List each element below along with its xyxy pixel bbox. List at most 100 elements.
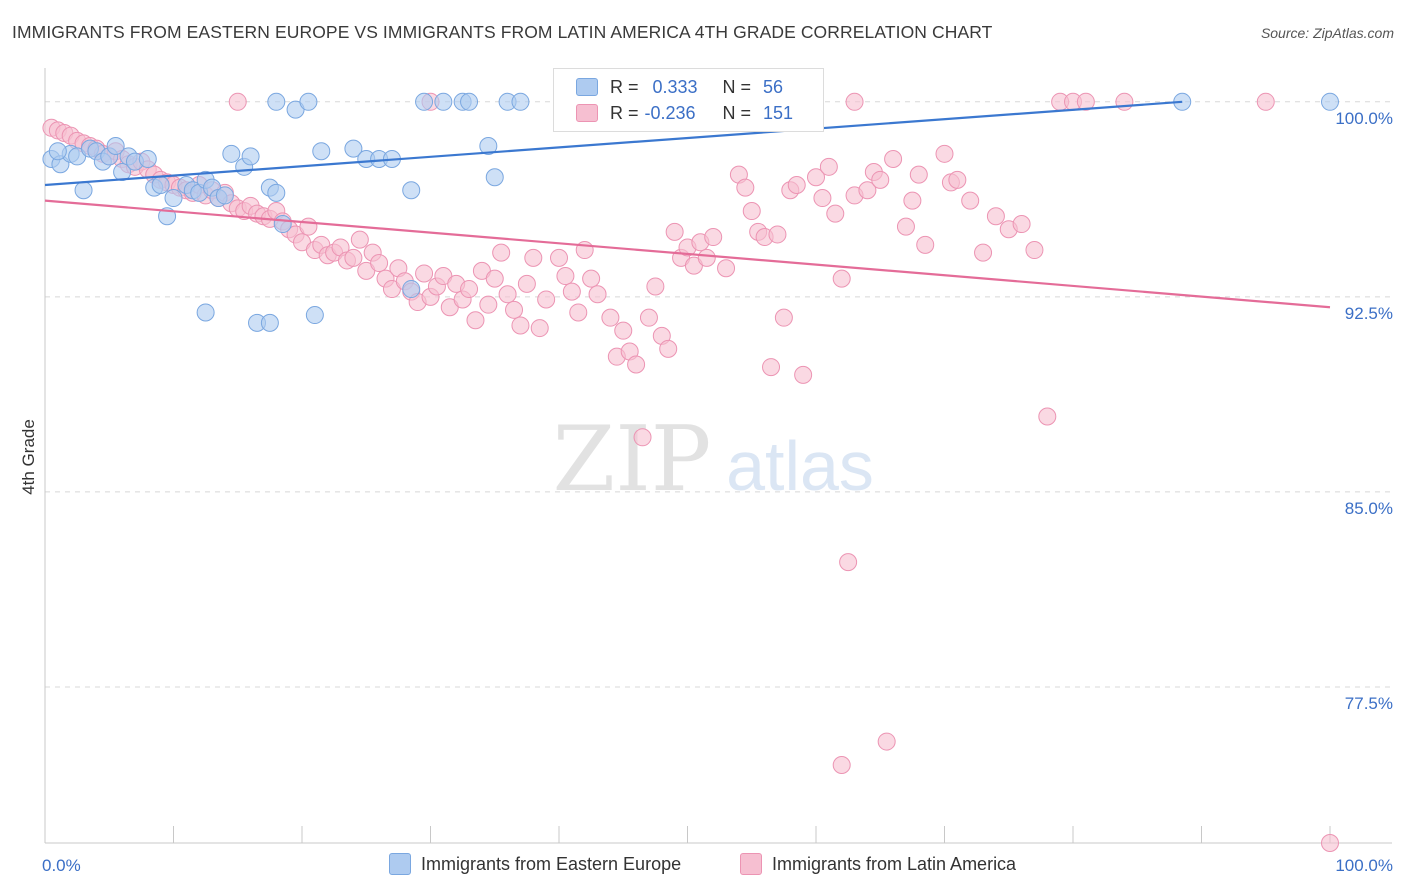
bottom-legend-swatch-pink <box>740 853 762 875</box>
data-point-latin-america <box>556 267 575 286</box>
data-point-latin-america <box>774 308 793 327</box>
data-point-latin-america <box>768 225 787 244</box>
data-point-latin-america <box>1256 92 1275 111</box>
data-point-latin-america <box>896 217 915 236</box>
data-point-eastern-europe <box>344 139 363 158</box>
data-point-latin-america <box>627 355 646 374</box>
data-point-latin-america <box>588 285 607 304</box>
legend-r-value: 0.333 <box>652 76 698 97</box>
data-point-latin-america <box>916 235 935 254</box>
data-point-latin-america <box>909 165 928 184</box>
y-tick-label: 85.0% <box>1345 499 1393 518</box>
points-layer <box>42 92 1339 852</box>
data-point-eastern-europe <box>402 280 421 299</box>
data-point-latin-america <box>1012 215 1031 234</box>
data-point-latin-america <box>935 144 954 163</box>
data-point-latin-america <box>704 228 723 247</box>
data-point-latin-america <box>299 217 318 236</box>
data-point-latin-america <box>517 274 536 293</box>
trend-layer <box>44 100 1331 309</box>
data-point-latin-america <box>505 300 524 319</box>
data-point-latin-america <box>1321 834 1339 852</box>
x-tick-label-max: 100.0% <box>1335 856 1393 875</box>
data-point-latin-america <box>228 92 247 111</box>
data-point-latin-america <box>1076 92 1095 111</box>
data-point-latin-america <box>884 150 903 169</box>
correlation-legend: R = 0.333 N = 56 R = -0.236 N = 151 <box>553 68 824 132</box>
data-point-latin-america <box>832 269 851 288</box>
data-point-eastern-europe <box>267 183 286 202</box>
data-point-latin-america <box>903 191 922 210</box>
y-axis-label: 4th Grade <box>19 419 38 495</box>
data-point-latin-america <box>524 248 543 267</box>
data-point-latin-america <box>736 178 755 197</box>
data-point-latin-america <box>601 308 620 327</box>
data-point-latin-america <box>948 170 967 189</box>
legend-n-label: N = <box>722 76 752 97</box>
data-point-latin-america <box>370 254 389 273</box>
y-tick-label: 77.5% <box>1345 694 1393 713</box>
data-point-latin-america <box>742 202 761 221</box>
label-layer: 100.0% 92.5% 85.0% 77.5% 0.0% 100.0% 4th Grade <box>19 109 1393 875</box>
legend-row-eastern-europe: R = 0.333 N = 56 <box>576 74 783 100</box>
data-point-eastern-europe <box>138 150 157 169</box>
data-point-eastern-europe <box>312 142 331 161</box>
bottom-legend-latin-america: Immigrants from Latin America <box>740 851 1016 877</box>
legend-n-value: 151 <box>763 102 794 123</box>
axis-layer <box>44 68 1392 844</box>
data-point-eastern-europe <box>215 186 234 205</box>
data-point-latin-america <box>813 189 832 208</box>
watermark: ZIP atlas <box>553 407 874 512</box>
data-point-eastern-europe <box>260 313 279 332</box>
data-point-latin-america <box>1115 92 1134 111</box>
data-point-latin-america <box>665 222 684 241</box>
legend-r-value: -0.236 <box>644 102 696 123</box>
data-point-latin-america <box>659 339 678 358</box>
data-point-eastern-europe <box>273 215 292 234</box>
data-point-latin-america <box>794 365 813 384</box>
data-point-eastern-europe <box>267 92 286 111</box>
data-point-latin-america <box>614 321 633 340</box>
data-point-latin-america <box>787 176 806 195</box>
data-point-latin-america <box>826 204 845 223</box>
data-point-latin-america <box>697 248 716 267</box>
data-point-eastern-europe <box>164 189 183 208</box>
trendline-latin-america <box>44 199 1331 309</box>
data-point-eastern-europe <box>222 144 241 163</box>
legend-r-label: R = <box>610 76 639 97</box>
data-point-eastern-europe <box>305 306 324 325</box>
legend-n-label: N = <box>722 102 752 123</box>
data-point-latin-america <box>762 358 781 377</box>
data-point-latin-america <box>550 248 568 267</box>
y-tick-label: 100.0% <box>1335 109 1393 128</box>
data-point-eastern-europe <box>402 181 421 200</box>
legend-r-label: R = <box>610 102 639 123</box>
data-point-latin-america <box>492 243 511 262</box>
data-point-eastern-europe <box>299 92 318 111</box>
data-point-latin-america <box>986 207 1005 226</box>
data-point-latin-america <box>415 264 434 283</box>
data-point-latin-america <box>639 308 658 327</box>
data-point-latin-america <box>485 269 504 288</box>
data-point-latin-america <box>807 168 825 187</box>
data-point-latin-america <box>460 280 479 299</box>
data-point-eastern-europe <box>1321 92 1339 111</box>
data-point-eastern-europe <box>485 168 504 187</box>
grid-layer <box>45 101 1390 688</box>
bottom-legend-label: Immigrants from Eastern Europe <box>421 853 682 874</box>
data-point-latin-america <box>344 248 363 267</box>
y-tick-label: 92.5% <box>1345 304 1393 323</box>
bottom-legend-swatch-blue <box>389 853 411 875</box>
data-point-latin-america <box>530 319 549 338</box>
data-point-latin-america <box>717 259 736 278</box>
data-point-eastern-europe <box>151 176 170 195</box>
data-point-latin-america <box>569 303 588 322</box>
data-point-latin-america <box>466 311 485 330</box>
data-point-eastern-europe <box>241 147 260 166</box>
data-point-eastern-europe <box>460 92 479 111</box>
data-point-eastern-europe <box>74 181 93 200</box>
data-point-latin-america <box>871 170 890 189</box>
legend-row-latin-america: R = -0.236 N = 151 <box>576 100 793 126</box>
data-point-eastern-europe <box>415 92 434 111</box>
